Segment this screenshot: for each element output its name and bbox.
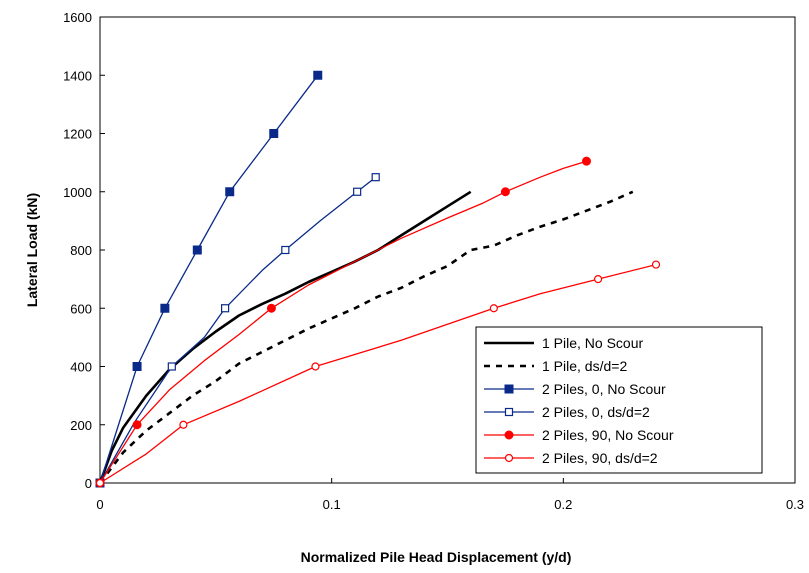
data-point (193, 246, 201, 254)
data-point (490, 305, 497, 312)
y-tick-label: 600 (70, 301, 92, 316)
data-point (506, 409, 513, 416)
y-tick-label: 1600 (63, 10, 92, 25)
x-tick-label: 0.1 (323, 497, 341, 512)
data-point (501, 188, 509, 196)
data-point (314, 71, 322, 79)
data-point (505, 385, 513, 393)
data-point (267, 304, 275, 312)
data-point (270, 130, 278, 138)
data-point (222, 305, 229, 312)
x-axis-title: Normalized Pile Head Displacement (y/d) (301, 549, 572, 565)
legend-label: 2 Piles, 90, No Scour (542, 427, 674, 443)
data-point (97, 480, 104, 487)
legend-label: 1 Pile, ds/d=2 (542, 358, 627, 374)
data-point (505, 431, 513, 439)
y-tick-label: 1200 (63, 127, 92, 142)
x-tick-label: 0.2 (554, 497, 572, 512)
legend-label: 2 Piles, 90, ds/d=2 (542, 450, 658, 466)
data-point (506, 455, 513, 462)
data-point (133, 421, 141, 429)
y-tick-label: 1000 (63, 185, 92, 200)
data-point (312, 363, 319, 370)
legend-label: 1 Pile, No Scour (542, 335, 643, 351)
data-point (653, 261, 660, 268)
data-point (595, 276, 602, 283)
x-tick-label: 0.3 (786, 497, 804, 512)
data-point (372, 174, 379, 181)
y-tick-label: 800 (70, 243, 92, 258)
y-tick-label: 1400 (63, 68, 92, 83)
x-tick-label: 0 (96, 497, 103, 512)
y-tick-label: 0 (85, 476, 92, 491)
legend: 1 Pile, No Scour 1 Pile, ds/d=2 2 Piles, 0… (476, 327, 762, 473)
y-axis-title: Lateral Load (kN) (24, 193, 40, 307)
data-point (133, 363, 141, 371)
legend-label: 2 Piles, 0, ds/d=2 (542, 404, 650, 420)
y-tick-label: 200 (70, 418, 92, 433)
data-point (168, 363, 175, 370)
y-axis: 0 200 400 600 800 1000 1200 1400 1600 (63, 10, 105, 491)
legend-label: 2 Piles, 0, No Scour (542, 381, 666, 397)
y-tick-label: 400 (70, 360, 92, 375)
data-point (226, 188, 234, 196)
data-point (161, 304, 169, 312)
data-point (282, 247, 289, 254)
data-point (583, 157, 591, 165)
data-point (180, 421, 187, 428)
data-point (354, 188, 361, 195)
